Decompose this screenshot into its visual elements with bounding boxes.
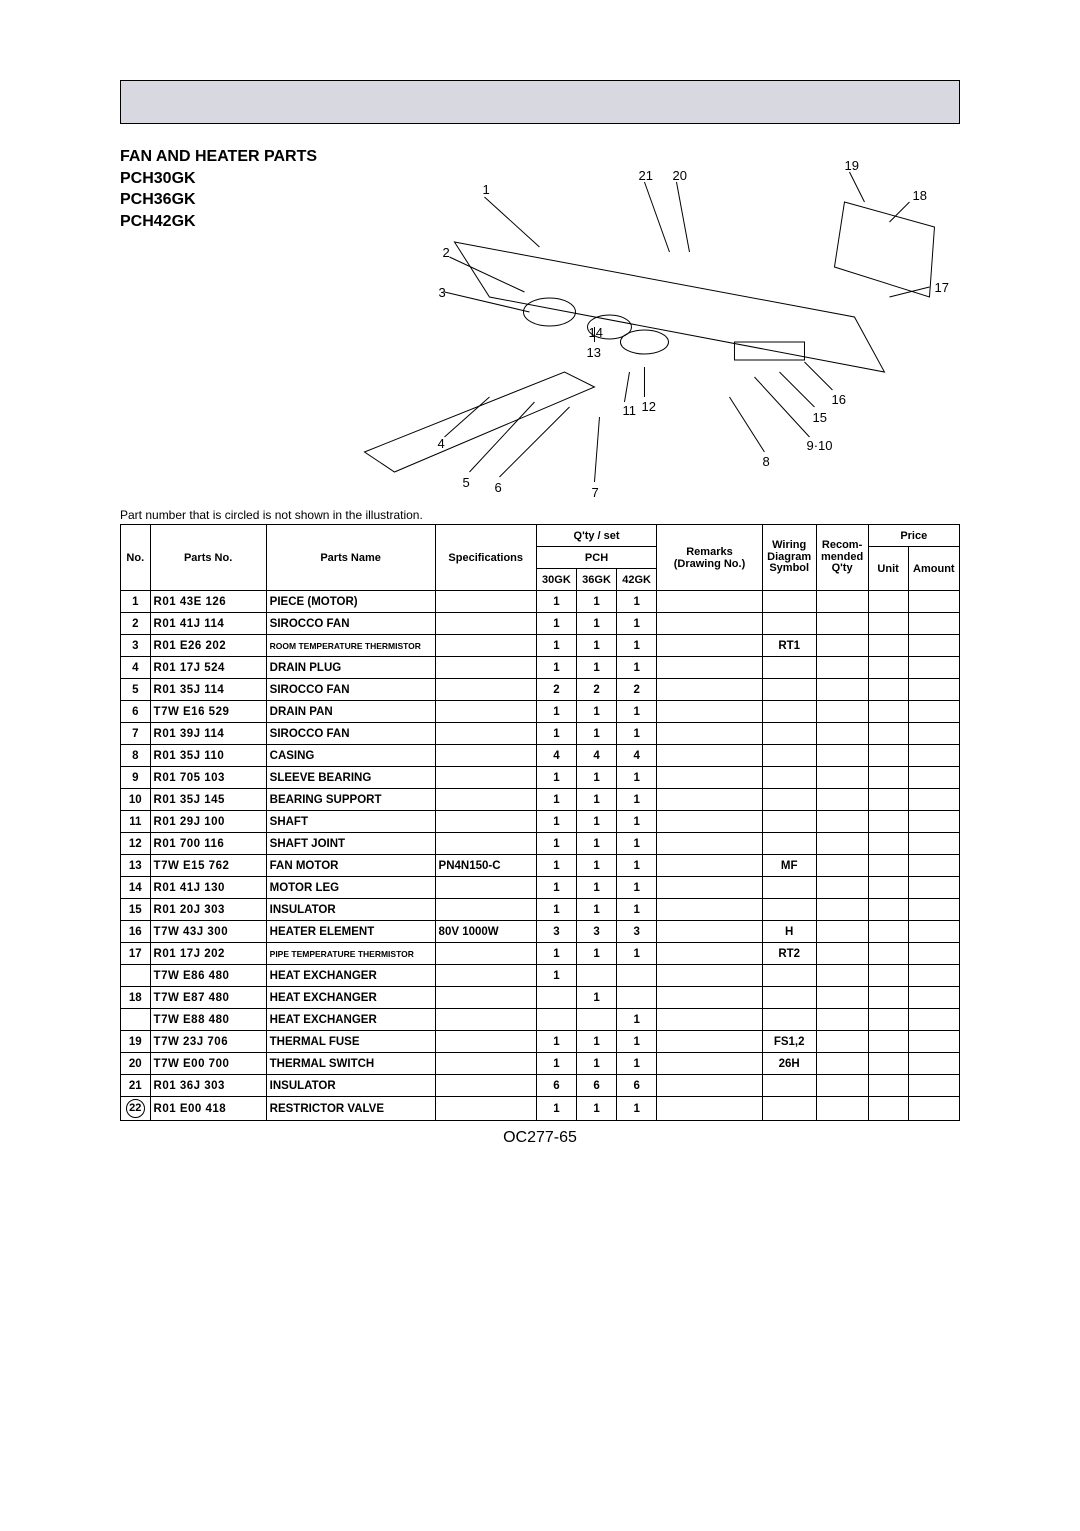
svg-text:13: 13 bbox=[587, 345, 601, 360]
svg-text:11: 11 bbox=[623, 403, 637, 418]
th-36gk: 36GK bbox=[576, 569, 616, 591]
table-row: 2R01 41J 114SIROCCO FAN111 bbox=[121, 613, 960, 635]
svg-text:2: 2 bbox=[443, 245, 450, 260]
th-42gk: 42GK bbox=[617, 569, 657, 591]
th-no: No. bbox=[121, 525, 151, 591]
th-wiring: Wiring Diagram Symbol bbox=[762, 525, 816, 591]
table-row: 3R01 E26 202ROOM TEMPERATURE THERMISTOR1… bbox=[121, 635, 960, 657]
table-row: 4R01 17J 524DRAIN PLUG111 bbox=[121, 657, 960, 679]
th-spec: Specifications bbox=[435, 525, 536, 591]
table-row: 20T7W E00 700THERMAL SWITCH11126H bbox=[121, 1053, 960, 1075]
exploded-diagram: 1 2 3 4 5 6 7 8 9·10 11 12 13 14 15 bbox=[329, 142, 960, 502]
svg-text:15: 15 bbox=[813, 410, 827, 425]
circled-note: Part number that is circled is not shown… bbox=[120, 508, 960, 522]
table-row: T7W E88 480HEAT EXCHANGER1 bbox=[121, 1009, 960, 1031]
svg-text:9·10: 9·10 bbox=[807, 438, 833, 453]
table-row: 10R01 35J 145BEARING SUPPORT111 bbox=[121, 789, 960, 811]
svg-text:3: 3 bbox=[439, 285, 446, 300]
table-row: 12R01 700 116SHAFT JOINT111 bbox=[121, 833, 960, 855]
svg-text:8: 8 bbox=[763, 454, 770, 469]
table-row: 11R01 29J 100SHAFT111 bbox=[121, 811, 960, 833]
model-0: PCH30GK bbox=[120, 168, 317, 190]
table-row: 15R01 20J 303INSULATOR111 bbox=[121, 899, 960, 921]
table-row: 8R01 35J 110CASING444 bbox=[121, 745, 960, 767]
svg-text:21: 21 bbox=[639, 168, 653, 183]
model-block: FAN AND HEATER PARTS PCH30GK PCH36GK PCH… bbox=[120, 142, 317, 232]
svg-text:7: 7 bbox=[592, 485, 599, 500]
svg-text:17: 17 bbox=[935, 280, 949, 295]
th-30gk: 30GK bbox=[536, 569, 576, 591]
parts-title: FAN AND HEATER PARTS bbox=[120, 146, 317, 168]
model-2: PCH42GK bbox=[120, 211, 317, 233]
th-amount: Amount bbox=[908, 547, 959, 591]
parts-table: No. Parts No. Parts Name Specifications … bbox=[120, 524, 960, 1121]
table-row: 6T7W E16 529DRAIN PAN111 bbox=[121, 701, 960, 723]
table-row: 17R01 17J 202PIPE TEMPERATURE THERMISTOR… bbox=[121, 943, 960, 965]
svg-text:6: 6 bbox=[495, 480, 502, 495]
table-row: T7W E86 480HEAT EXCHANGER1 bbox=[121, 965, 960, 987]
svg-text:19: 19 bbox=[845, 158, 859, 173]
table-row: 1R01 43E 126PIECE (MOTOR)111 bbox=[121, 591, 960, 613]
th-price: Price bbox=[868, 525, 959, 547]
svg-text:5: 5 bbox=[463, 475, 470, 490]
table-row: 21R01 36J 303INSULATOR666 bbox=[121, 1075, 960, 1097]
svg-text:1: 1 bbox=[483, 182, 490, 197]
th-remarks: Remarks (Drawing No.) bbox=[657, 525, 763, 591]
table-row: 16T7W 43J 300HEATER ELEMENT80V 1000W333H bbox=[121, 921, 960, 943]
table-row: 14R01 41J 130MOTOR LEG111 bbox=[121, 877, 960, 899]
table-row: 9R01 705 103SLEEVE BEARING111 bbox=[121, 767, 960, 789]
th-qty: Q'ty / set bbox=[536, 525, 656, 547]
table-row: 22R01 E00 418RESTRICTOR VALVE111 bbox=[121, 1097, 960, 1121]
svg-text:20: 20 bbox=[673, 168, 687, 183]
svg-text:14: 14 bbox=[589, 325, 603, 340]
section-header-bar bbox=[120, 80, 960, 124]
table-row: 19T7W 23J 706THERMAL FUSE111FS1,2 bbox=[121, 1031, 960, 1053]
th-recom: Recom- mended Q'ty bbox=[816, 525, 868, 591]
svg-text:4: 4 bbox=[438, 436, 445, 451]
svg-text:12: 12 bbox=[642, 399, 656, 414]
page-footer: OC277-65 bbox=[120, 1129, 960, 1147]
svg-text:16: 16 bbox=[832, 392, 846, 407]
th-parts-no: Parts No. bbox=[150, 525, 266, 591]
th-pch: PCH bbox=[536, 547, 656, 569]
table-row: 7R01 39J 114SIROCCO FAN111 bbox=[121, 723, 960, 745]
th-parts-name: Parts Name bbox=[266, 525, 435, 591]
table-row: 5R01 35J 114SIROCCO FAN222 bbox=[121, 679, 960, 701]
model-1: PCH36GK bbox=[120, 189, 317, 211]
table-row: 18T7W E87 480HEAT EXCHANGER1 bbox=[121, 987, 960, 1009]
table-row: 13T7W E15 762FAN MOTORPN4N150-C111MF bbox=[121, 855, 960, 877]
th-unit: Unit bbox=[868, 547, 908, 591]
svg-text:18: 18 bbox=[913, 188, 927, 203]
